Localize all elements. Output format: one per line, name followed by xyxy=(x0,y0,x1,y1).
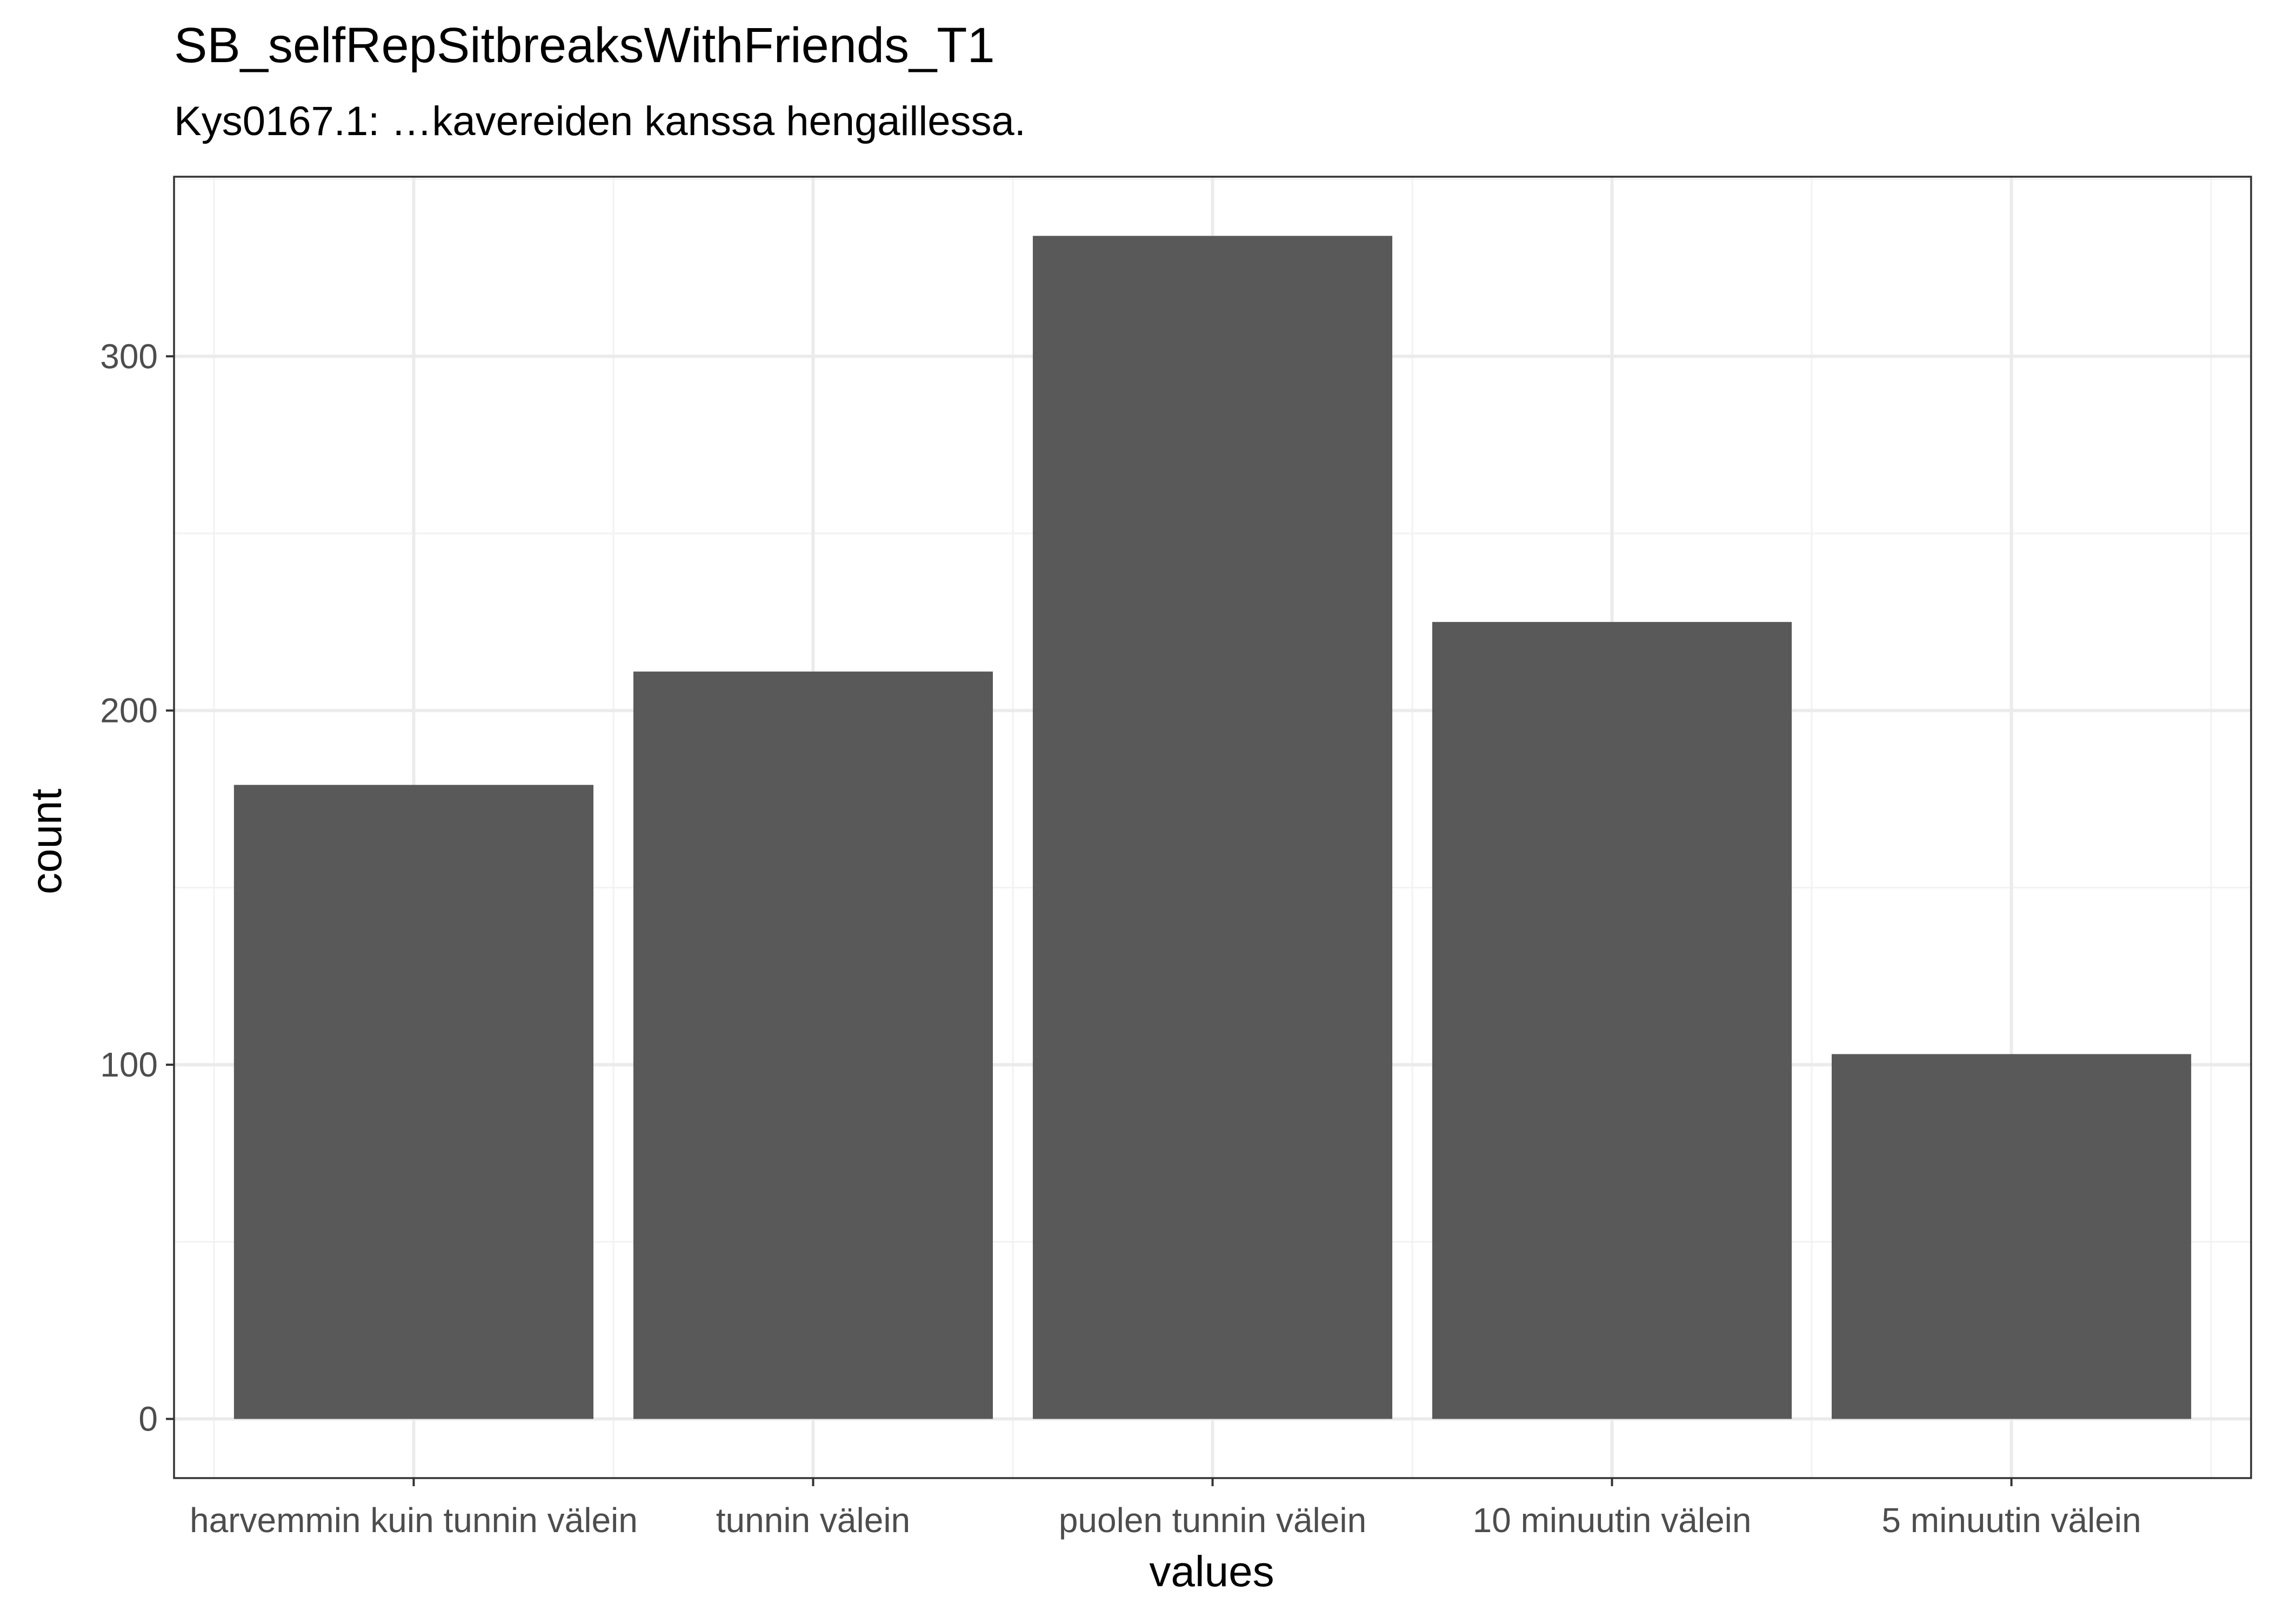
x-tick-label: 5 minuutin välein xyxy=(1881,1501,2141,1540)
chart-title: SB_selfRepSitbreaksWithFriends_T1 xyxy=(174,18,995,73)
x-tick-label: tunnin välein xyxy=(716,1501,910,1540)
x-tick-label: harvemmin kuin tunnin välein xyxy=(190,1501,638,1540)
chart-subtitle: Kys0167.1: …kavereiden kanssa hengailles… xyxy=(174,98,1026,144)
y-tick-label: 0 xyxy=(138,1400,158,1439)
bar xyxy=(633,671,993,1419)
bar xyxy=(1032,236,1393,1419)
bar xyxy=(1432,621,1792,1419)
plot-panel: 0 100 200 300 harvemmin kuin tunnin välein tu… xyxy=(100,176,2252,1540)
y-axis-title: count xyxy=(22,788,70,894)
y-tick-label: 200 xyxy=(100,691,158,730)
bar xyxy=(233,785,593,1419)
x-tick-label: puolen tunnin välein xyxy=(1059,1501,1366,1540)
y-tick-label: 300 xyxy=(100,337,158,376)
x-tick-label: 10 minuutin välein xyxy=(1473,1501,1752,1540)
bar xyxy=(1832,1054,2192,1419)
x-axis-title: values xyxy=(1149,1547,1274,1595)
y-tick-label: 100 xyxy=(100,1045,158,1084)
